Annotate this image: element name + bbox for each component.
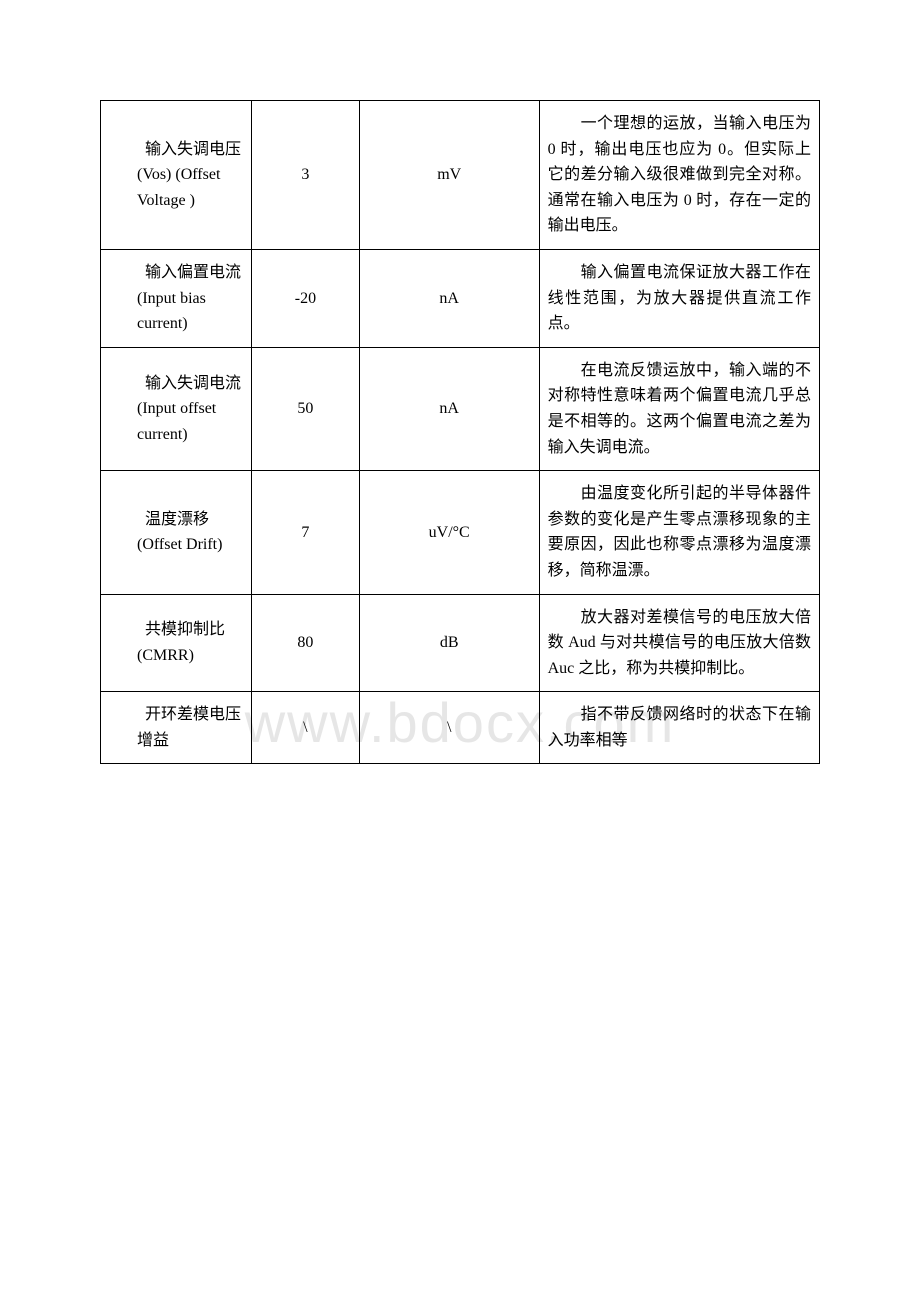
cell-desc: 由温度变化所引起的半导体器件参数的变化是产生零点漂移现象的主要原因，因此也称零点… (539, 471, 819, 594)
cell-param: 输入失调电压(Vos) (Offset Voltage ) (101, 101, 252, 250)
cell-unit: mV (359, 101, 539, 250)
cell-desc: 一个理想的运放，当输入电压为 0 时，输出电压也应为 0。但实际上它的差分输入级… (539, 101, 819, 250)
spec-table-body: 输入失调电压(Vos) (Offset Voltage ) 3 mV 一个理想的… (101, 101, 820, 764)
cell-value: 7 (251, 471, 359, 594)
cell-unit: dB (359, 594, 539, 692)
table-row: 输入失调电流(Input offset current) 50 nA 在电流反馈… (101, 347, 820, 470)
cell-value: -20 (251, 249, 359, 347)
table-row: 开环差模电压增益 \ \ 指不带反馈网络时的状态下在输入功率相等 (101, 692, 820, 764)
cell-param: 温度漂移(Offset Drift) (101, 471, 252, 594)
cell-unit: nA (359, 347, 539, 470)
cell-value: 50 (251, 347, 359, 470)
cell-param: 输入偏置电流(Input bias current) (101, 249, 252, 347)
cell-desc: 输入偏置电流保证放大器工作在线性范围，为放大器提供直流工作点。 (539, 249, 819, 347)
cell-desc: 放大器对差模信号的电压放大倍数 Aud 与对共模信号的电压放大倍数 Auc 之比… (539, 594, 819, 692)
cell-value: \ (251, 692, 359, 764)
table-container: 输入失调电压(Vos) (Offset Voltage ) 3 mV 一个理想的… (100, 100, 820, 764)
cell-unit: \ (359, 692, 539, 764)
cell-param: 开环差模电压增益 (101, 692, 252, 764)
table-row: 温度漂移(Offset Drift) 7 uV/°C 由温度变化所引起的半导体器… (101, 471, 820, 594)
table-row: 输入偏置电流(Input bias current) -20 nA 输入偏置电流… (101, 249, 820, 347)
spec-table: 输入失调电压(Vos) (Offset Voltage ) 3 mV 一个理想的… (100, 100, 820, 764)
cell-value: 80 (251, 594, 359, 692)
cell-desc: 在电流反馈运放中，输入端的不对称特性意味着两个偏置电流几乎总是不相等的。这两个偏… (539, 347, 819, 470)
cell-unit: nA (359, 249, 539, 347)
cell-value: 3 (251, 101, 359, 250)
table-row: 共模抑制比(CMRR) 80 dB 放大器对差模信号的电压放大倍数 Aud 与对… (101, 594, 820, 692)
cell-unit: uV/°C (359, 471, 539, 594)
cell-param: 共模抑制比(CMRR) (101, 594, 252, 692)
cell-param: 输入失调电流(Input offset current) (101, 347, 252, 470)
cell-desc: 指不带反馈网络时的状态下在输入功率相等 (539, 692, 819, 764)
table-row: 输入失调电压(Vos) (Offset Voltage ) 3 mV 一个理想的… (101, 101, 820, 250)
